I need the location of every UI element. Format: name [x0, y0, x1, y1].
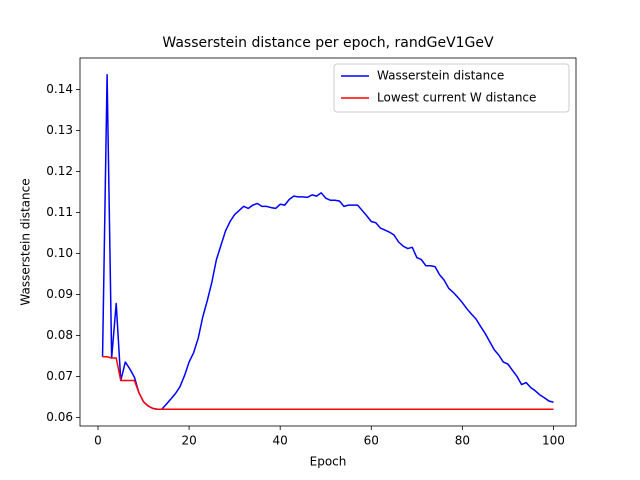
y-tick-label: 0.07	[46, 369, 73, 383]
x-tick-label: 40	[273, 434, 288, 448]
legend-box	[333, 63, 570, 113]
chart-title: Wasserstein distance per epoch, randGeV1…	[162, 35, 494, 51]
y-tick-label: 0.14	[46, 82, 73, 96]
y-tick-label: 0.06	[46, 410, 73, 424]
y-axis-label: Wasserstein distance	[19, 178, 33, 305]
legend-label: Wasserstein distance	[377, 69, 504, 83]
y-tick-label: 0.10	[46, 246, 73, 260]
x-tick-label: 0	[94, 434, 102, 448]
data-line	[102, 355, 554, 410]
x-tick-label: 80	[455, 434, 470, 448]
x-tick-label: 100	[542, 434, 565, 448]
legend-label: Lowest current W distance	[377, 91, 536, 105]
y-tick-label: 0.12	[46, 164, 73, 178]
y-tick-label: 0.08	[46, 328, 73, 342]
y-tick-label: 0.09	[46, 287, 73, 301]
x-tick-label: 20	[181, 434, 196, 448]
y-tick-label: 0.11	[46, 205, 73, 219]
y-tick-label: 0.13	[46, 123, 73, 137]
plot-frame	[79, 57, 577, 427]
x-tick-label: 60	[364, 434, 379, 448]
x-axis-label: Epoch	[310, 455, 347, 469]
data-line	[101, 74, 554, 410]
